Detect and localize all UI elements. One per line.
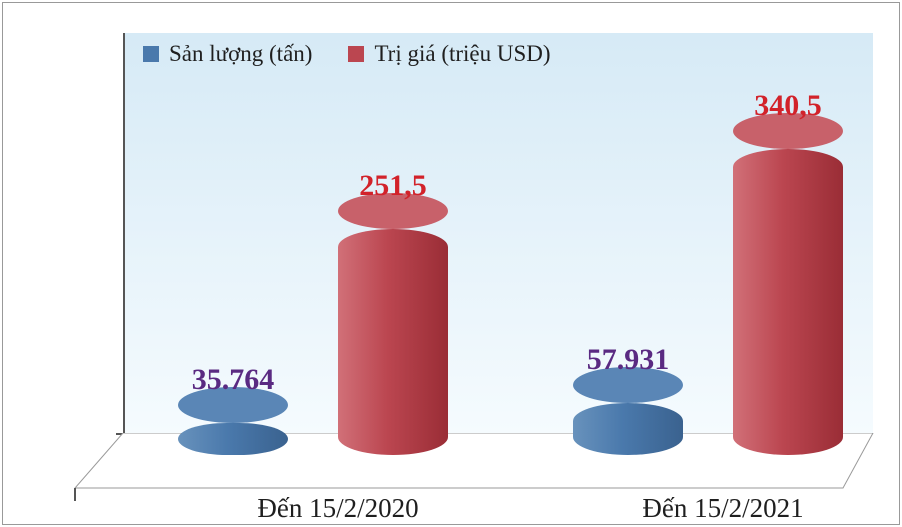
value-label-san-luong-2020: 35.764	[153, 363, 313, 397]
legend-swatch-blue	[143, 46, 159, 62]
legend-label: Sản lượng (tấn)	[169, 41, 312, 67]
legend-item-tri-gia: Trị giá (triệu USD)	[348, 41, 550, 67]
value-label-tri-gia-2020: 251,5	[313, 169, 473, 203]
legend-item-san-luong: Sản lượng (tấn)	[143, 41, 312, 67]
axis-tick	[116, 433, 123, 435]
legend: Sản lượng (tấn) Trị giá (triệu USD)	[143, 41, 551, 67]
value-label-tri-gia-2021: 340,5	[708, 89, 868, 123]
bar-san-luong-2021	[573, 367, 683, 455]
chart-frame: Sản lượng (tấn) Trị giá (triệu USD) 35.7…	[2, 2, 900, 525]
value-label-san-luong-2021: 57.931	[548, 343, 708, 377]
bar-tri-gia-2021	[733, 113, 843, 455]
bar-tri-gia-2020	[338, 193, 448, 455]
legend-swatch-red	[348, 46, 364, 62]
x-axis-label-2021: Đến 15/2/2021	[573, 493, 873, 524]
x-axis-label-2020: Đến 15/2/2020	[188, 493, 488, 524]
bar-san-luong-2020	[178, 387, 288, 455]
legend-label: Trị giá (triệu USD)	[374, 41, 550, 67]
